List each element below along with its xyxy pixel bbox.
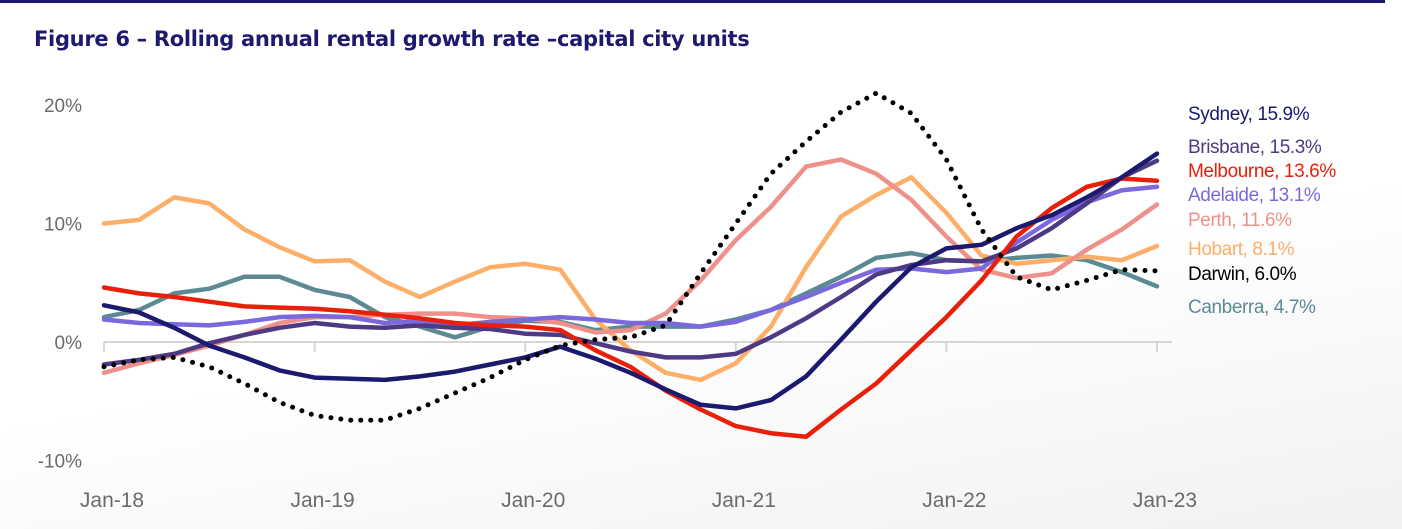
- y-tick-label: 0%: [55, 333, 83, 354]
- series-label-darwin: Darwin, 6.0%: [1188, 264, 1297, 285]
- series-label-melbourne: Melbourne, 13.6%: [1188, 161, 1336, 182]
- series-label-hobart: Hobart, 8.1%: [1188, 239, 1295, 260]
- series-line-brisbane: [101, 158, 1160, 367]
- x-tick-label: Jan-18: [80, 489, 144, 512]
- top-rule: [0, 0, 1385, 3]
- x-tick-label: Jan-20: [501, 489, 565, 512]
- x-tick-label: Jan-23: [1133, 489, 1197, 512]
- series-line-perth: [101, 157, 1160, 376]
- x-tick-label: Jan-22: [922, 489, 986, 512]
- y-tick-label: 10%: [44, 215, 82, 236]
- chart-title: Figure 6 – Rolling annual rental growth …: [34, 27, 750, 51]
- series-line-sydney: [101, 151, 1160, 411]
- y-tick-label: 20%: [44, 96, 82, 117]
- y-tick-label: -10%: [38, 452, 82, 473]
- x-tick-label: Jan-21: [712, 489, 776, 512]
- series-label-adelaide: Adelaide, 13.1%: [1188, 185, 1321, 206]
- series-line-adelaide: [101, 184, 1160, 329]
- x-tick-label: Jan-19: [290, 489, 354, 512]
- series-line-melbourne: [101, 176, 1160, 440]
- series-label-canberra: Canberra, 4.7%: [1188, 297, 1316, 318]
- series-label-perth: Perth, 11.6%: [1188, 210, 1292, 231]
- series-label-sydney: Sydney, 15.9%: [1188, 104, 1310, 125]
- series-label-brisbane: Brisbane, 15.3%: [1188, 137, 1322, 158]
